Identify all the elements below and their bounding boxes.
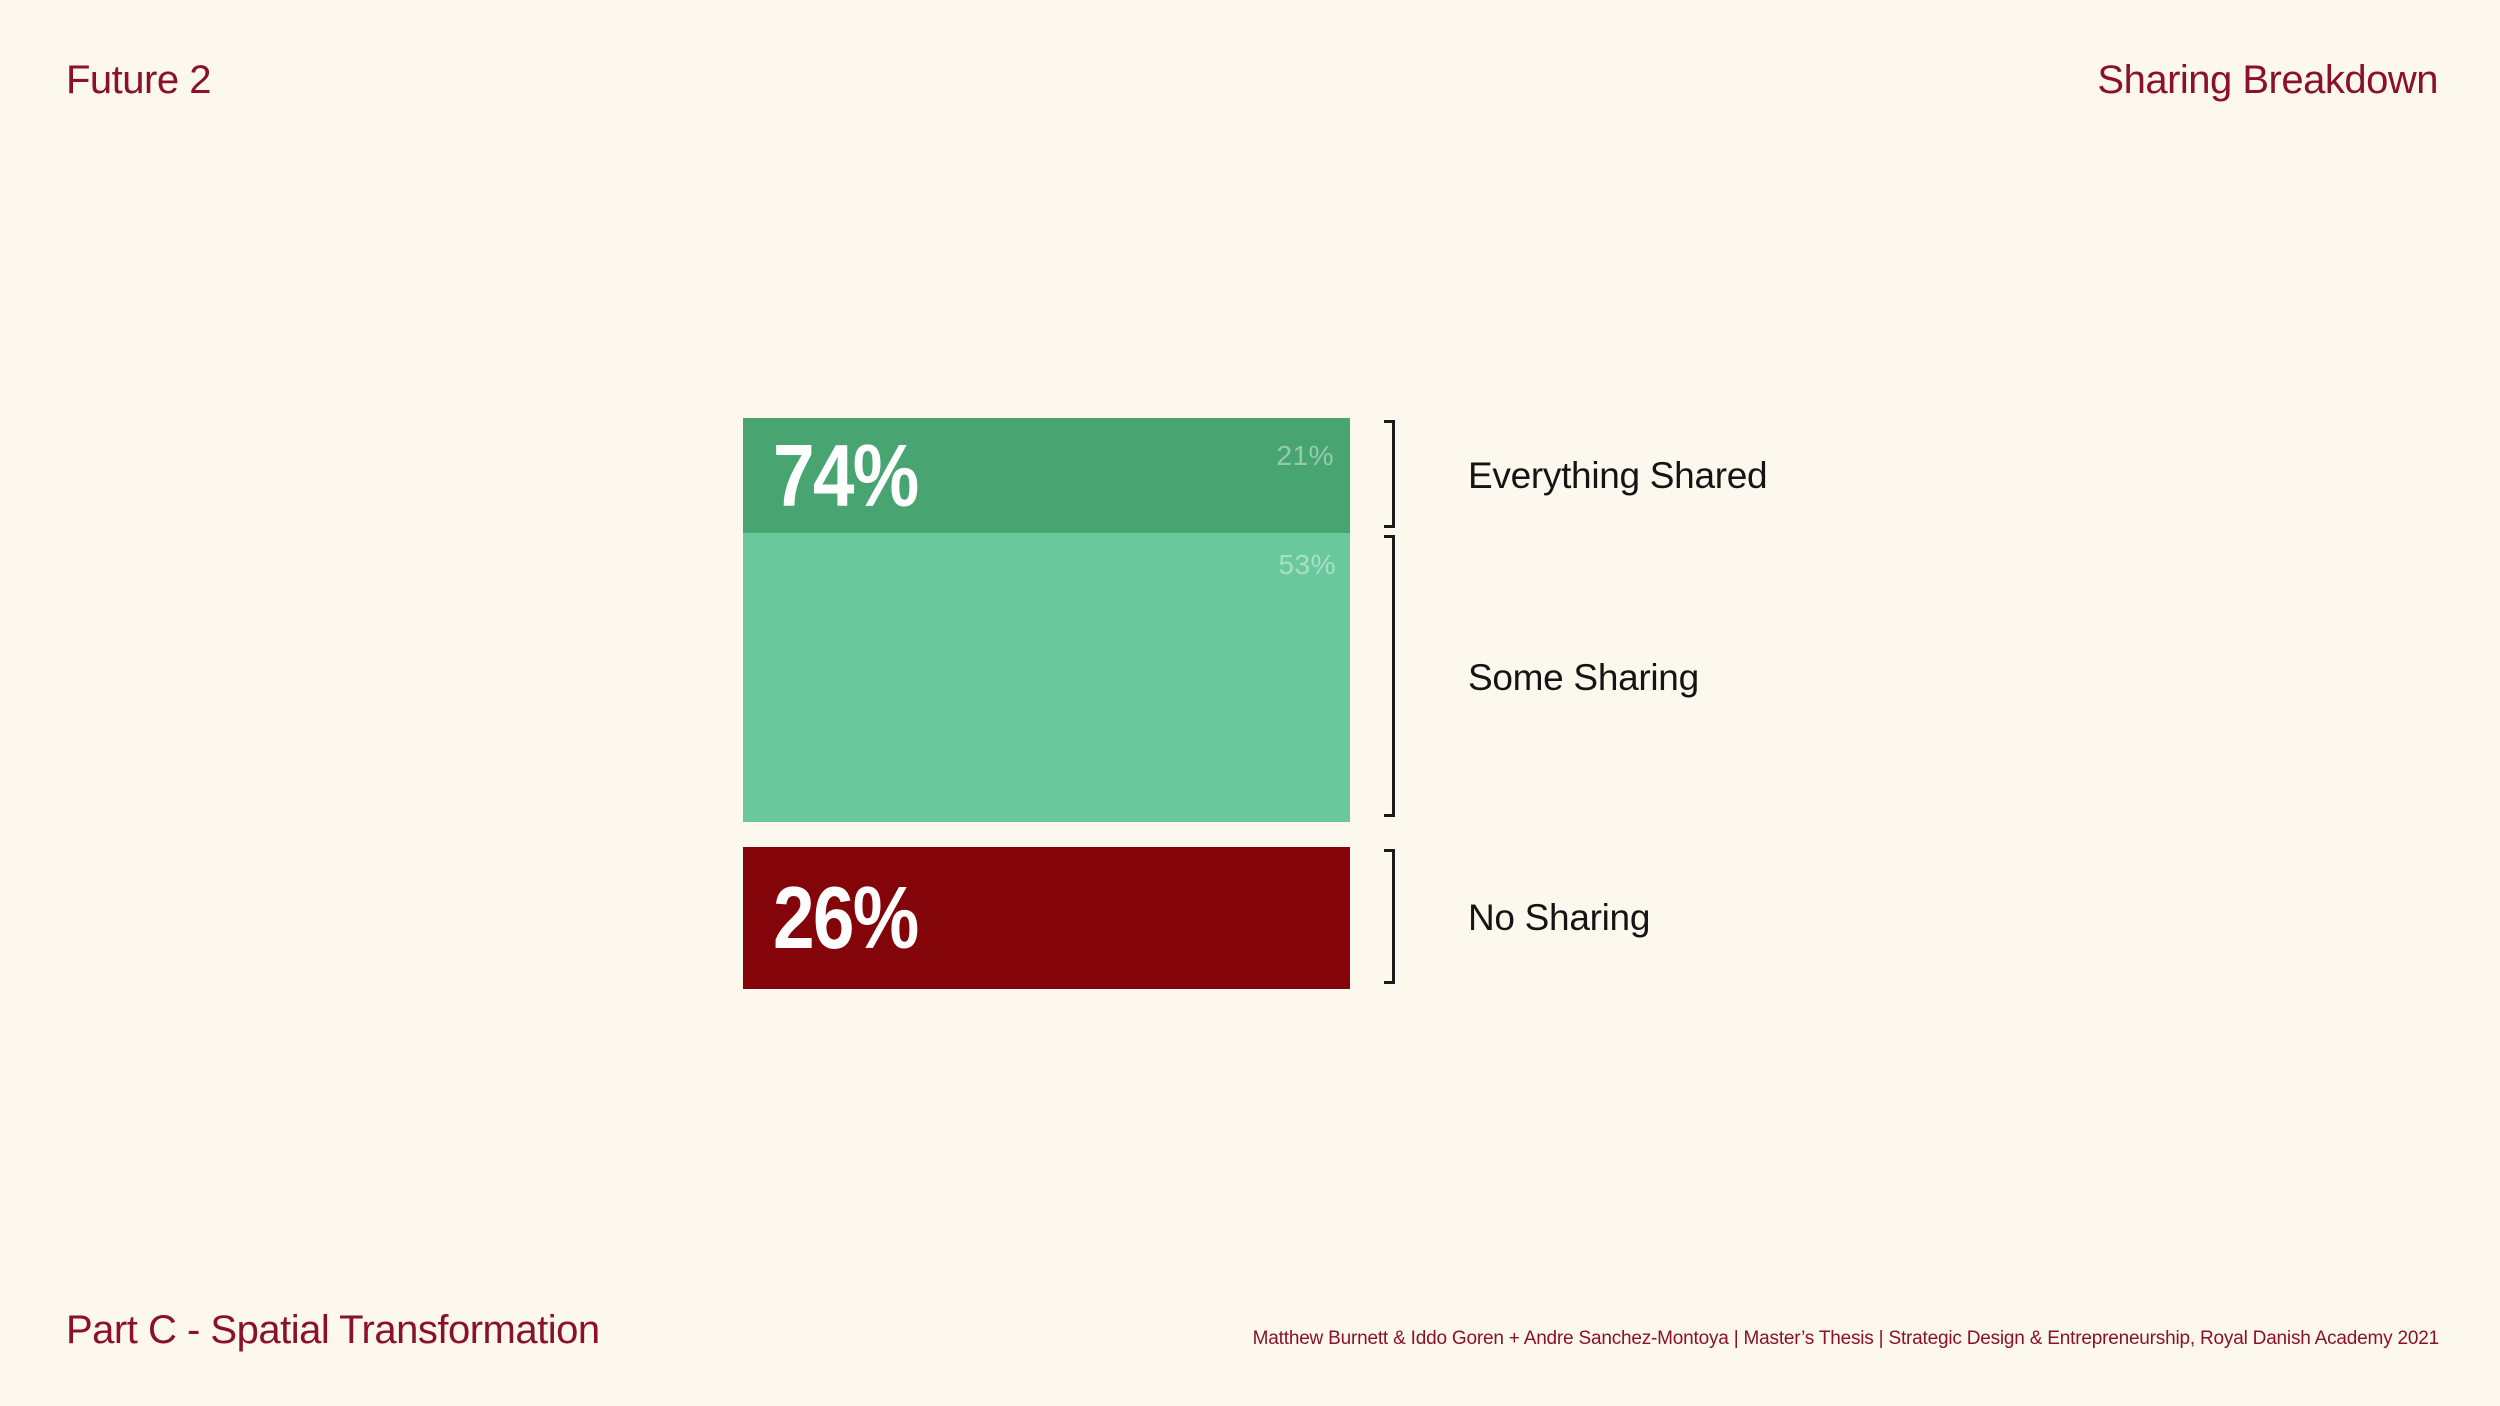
- bracket-some-sharing: [1384, 535, 1395, 817]
- segment-percentage-everything-shared: 21%: [1276, 440, 1334, 471]
- attribution-text: Matthew Burnett & Iddo Goren + Andre San…: [1252, 1328, 2440, 1349]
- segment-percentage-some-sharing: 53%: [1278, 549, 1336, 580]
- label-everything-shared: Everything Shared: [1468, 454, 1768, 496]
- bracket-no-sharing: [1384, 849, 1395, 984]
- bar-segment-some-sharing: 53%: [743, 533, 1350, 822]
- label-some-sharing: Some Sharing: [1468, 656, 1699, 698]
- total-percentage-no-sharing: 26%: [773, 868, 919, 967]
- bracket-everything-shared: [1384, 420, 1395, 528]
- slide-title: Future 2: [66, 58, 211, 102]
- footer-section-title: Part C - Spatial Transformation: [66, 1308, 600, 1352]
- bar-segment-no-sharing: 26%: [743, 847, 1350, 989]
- label-no-sharing: No Sharing: [1468, 897, 1651, 938]
- total-percentage-shared: 74%: [773, 425, 919, 525]
- slide-heading-right: Sharing Breakdown: [2097, 58, 2438, 102]
- bar-segment-everything-shared: 74% 21%: [743, 418, 1350, 533]
